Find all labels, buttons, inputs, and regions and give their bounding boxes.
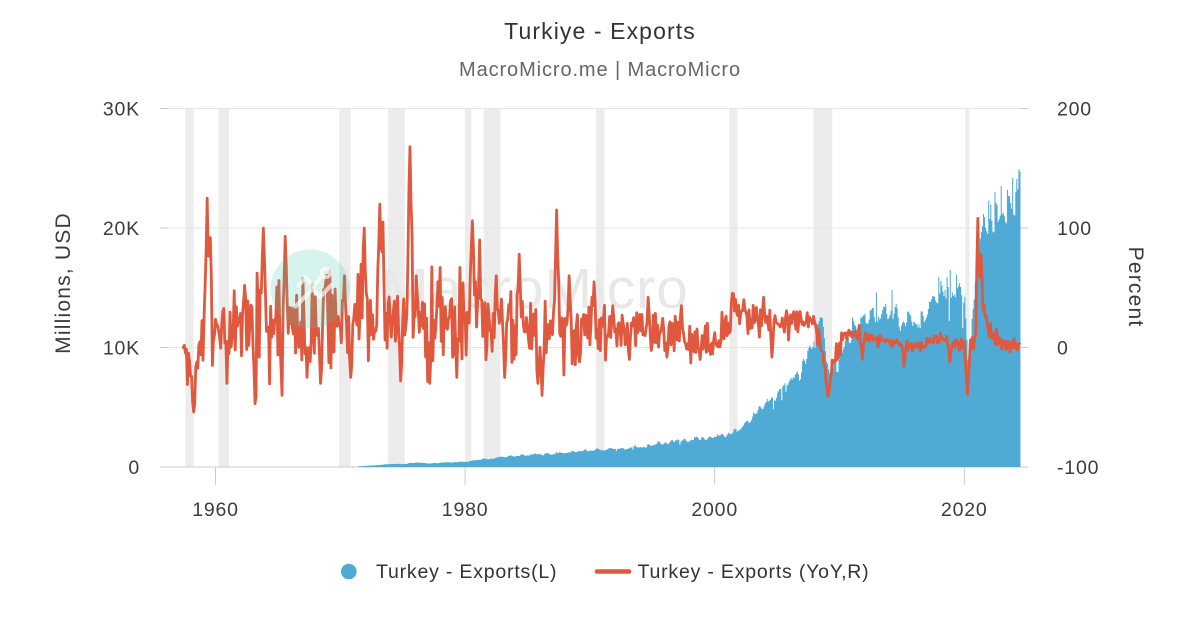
svg-text:MacroMicro.me | MacroMicro: MacroMicro.me | MacroMicro bbox=[459, 59, 741, 81]
svg-text:0: 0 bbox=[128, 457, 140, 479]
svg-text:2000: 2000 bbox=[691, 499, 738, 521]
svg-text:30K: 30K bbox=[103, 99, 140, 121]
svg-text:Turkey - Exports (YoY,R): Turkey - Exports (YoY,R) bbox=[638, 561, 870, 583]
svg-text:1980: 1980 bbox=[442, 499, 489, 521]
svg-text:Turkiye - Exports: Turkiye - Exports bbox=[504, 18, 696, 44]
svg-text:200: 200 bbox=[1057, 99, 1092, 121]
svg-text:Percent: Percent bbox=[1124, 247, 1147, 328]
svg-text:2020: 2020 bbox=[941, 499, 988, 521]
svg-text:1960: 1960 bbox=[192, 499, 239, 521]
svg-text:Millions, USD: Millions, USD bbox=[52, 212, 75, 354]
svg-text:Turkey - Exports(L): Turkey - Exports(L) bbox=[376, 561, 557, 583]
svg-text:20K: 20K bbox=[103, 218, 140, 240]
svg-text:100: 100 bbox=[1057, 218, 1092, 240]
svg-text:10K: 10K bbox=[103, 338, 140, 360]
svg-text:-100: -100 bbox=[1057, 457, 1099, 479]
svg-text:0: 0 bbox=[1057, 338, 1069, 360]
